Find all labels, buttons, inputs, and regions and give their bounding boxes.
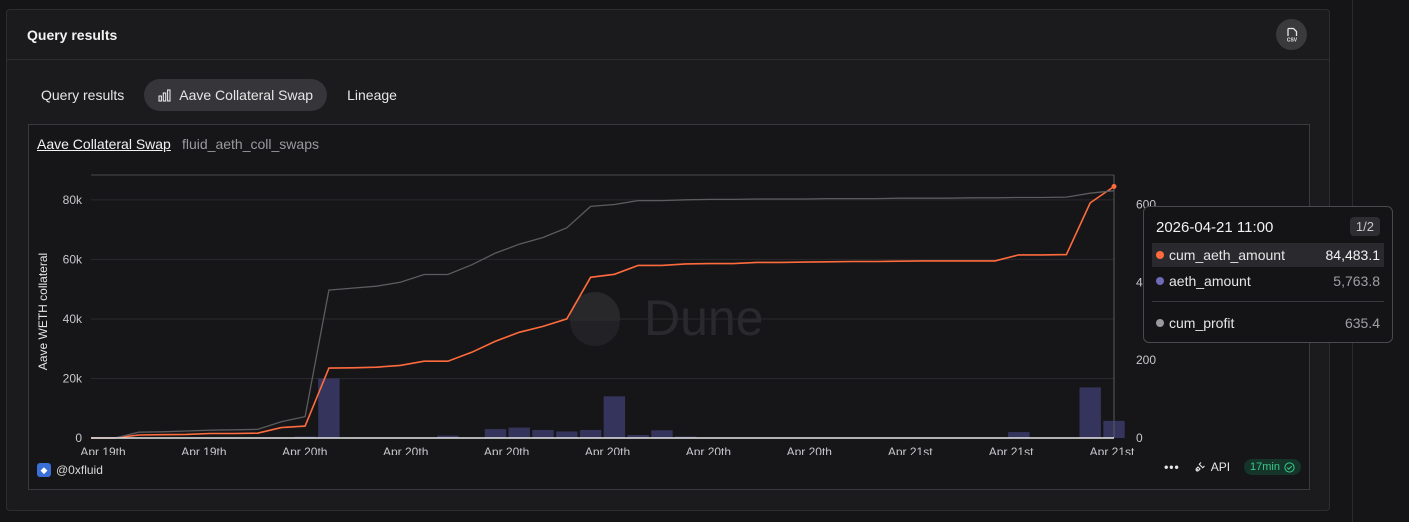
y-tick-label: 40k (63, 312, 83, 326)
tooltip-series-name: aeth_amount (1169, 273, 1251, 289)
tooltip-series-value: 635.4 (1344, 315, 1380, 331)
y2-tick-label: 0 (1136, 431, 1143, 445)
chart-container: Aave Collateral Swap fluid_aeth_coll_swa… (28, 124, 1310, 490)
chart-tooltip: 2026-04-21 11:00 1/2 cum_aeth_amount 84,… (1143, 206, 1393, 343)
watermark-text: Dune (644, 290, 764, 346)
y-axis-label: Aave WETH collateral (36, 253, 50, 370)
y-tick-label: 80k (63, 193, 83, 207)
tooltip-row-cum-aeth-amount: cum_aeth_amount 84,483.1 (1152, 243, 1384, 267)
result-tabs: Query results Aave Collateral Swap Linea… (27, 79, 411, 111)
legend-dot (1156, 319, 1164, 327)
api-label: API (1210, 460, 1231, 474)
line-cum-profit (91, 190, 1115, 439)
tooltip-series-value: 5,763.8 (1333, 273, 1380, 289)
chart-author[interactable]: ◆ @0xfluid (37, 463, 103, 477)
tab-label: Lineage (347, 87, 397, 103)
x-tick-label: Apr 19th (80, 445, 125, 455)
bar-aeth-amount (651, 430, 673, 438)
tab-query-results[interactable]: Query results (27, 79, 138, 111)
tab-label: Query results (41, 87, 125, 103)
bar-aeth-amount (579, 429, 602, 438)
freshness-badge: 17min (1244, 459, 1301, 475)
legend-dot (1156, 277, 1164, 285)
plug-icon (1195, 462, 1205, 472)
bar-chart-icon (158, 88, 171, 102)
bar-aeth-amount (556, 431, 578, 438)
y-tick-label: 60k (63, 252, 83, 266)
tooltip-series-value: 84,483.1 (1325, 247, 1381, 263)
x-tick-label: Apr 19th (181, 445, 226, 455)
x-tick-label: Apr 21st (888, 445, 933, 455)
panel-header: Query results CSV (7, 10, 1329, 60)
legend-dot (1156, 251, 1164, 259)
hover-marker (1111, 184, 1117, 190)
svg-text:CSV: CSV (1286, 37, 1297, 43)
x-tick-label: Apr 20th (484, 445, 529, 455)
tooltip-timestamp: 2026-04-21 11:00 (1156, 219, 1274, 236)
avatar: ◆ (37, 463, 51, 477)
x-tick-label: Apr 20th (282, 445, 327, 455)
x-tick-label: Apr 21st (1090, 445, 1135, 455)
chart-actions: ••• API 17min (1164, 459, 1301, 475)
bar-aeth-amount (508, 427, 530, 438)
tooltip-series-name: cum_profit (1169, 315, 1235, 331)
bar-aeth-amount (532, 429, 554, 438)
tab-label: Aave Collateral Swap (179, 87, 314, 103)
x-tick-label: Apr 21st (989, 445, 1034, 455)
chart-plot[interactable]: 020k40k60k80k0200400600Aave WETH collate… (29, 125, 1309, 455)
tooltip-row-aeth-amount: aeth_amount 5,763.8 (1152, 269, 1384, 293)
check-circle-icon (1284, 461, 1295, 473)
x-tick-label: Apr 20th (383, 445, 428, 455)
watermark-logo (570, 321, 620, 346)
author-name: @0xfluid (56, 463, 103, 477)
tab-lineage[interactable]: Lineage (333, 79, 411, 111)
panel-title: Query results (27, 27, 118, 43)
bar-aeth-amount (484, 429, 507, 438)
y2-tick-label: 200 (1136, 353, 1156, 367)
chart-subtitle: fluid_aeth_coll_swaps (182, 136, 319, 152)
line-cum-aeth-amount (91, 185, 1115, 439)
freshness-label: 17min (1250, 461, 1280, 473)
bar-aeth-amount (318, 378, 340, 438)
csv-download-icon: CSV (1286, 27, 1297, 43)
api-button[interactable]: API (1194, 460, 1230, 474)
bar-aeth-amount (1079, 387, 1101, 438)
chart-title[interactable]: Aave Collateral Swap (37, 136, 171, 152)
bar-aeth-amount (1008, 432, 1030, 438)
bar-aeth-amount (627, 435, 649, 438)
y-tick-label: 20k (63, 371, 83, 385)
tab-aave-collateral-swap[interactable]: Aave Collateral Swap (144, 79, 328, 111)
query-results-panel: Query results CSV Query results Aave Col… (6, 9, 1330, 511)
more-options-button[interactable]: ••• (1164, 460, 1180, 474)
x-tick-label: Apr 20th (787, 445, 832, 455)
x-tick-label: Apr 20th (585, 445, 630, 455)
tooltip-row-cum-profit: cum_profit 635.4 (1152, 311, 1384, 335)
y-tick-label: 0 (75, 431, 82, 445)
tooltip-series-name: cum_aeth_amount (1169, 247, 1285, 263)
csv-download-button[interactable]: CSV (1276, 19, 1307, 50)
tooltip-divider (1152, 301, 1384, 302)
x-tick-label: Apr 20th (686, 445, 731, 455)
bar-aeth-amount (437, 435, 459, 438)
tooltip-pagination[interactable]: 1/2 (1349, 217, 1380, 236)
bar-aeth-amount (603, 396, 626, 438)
